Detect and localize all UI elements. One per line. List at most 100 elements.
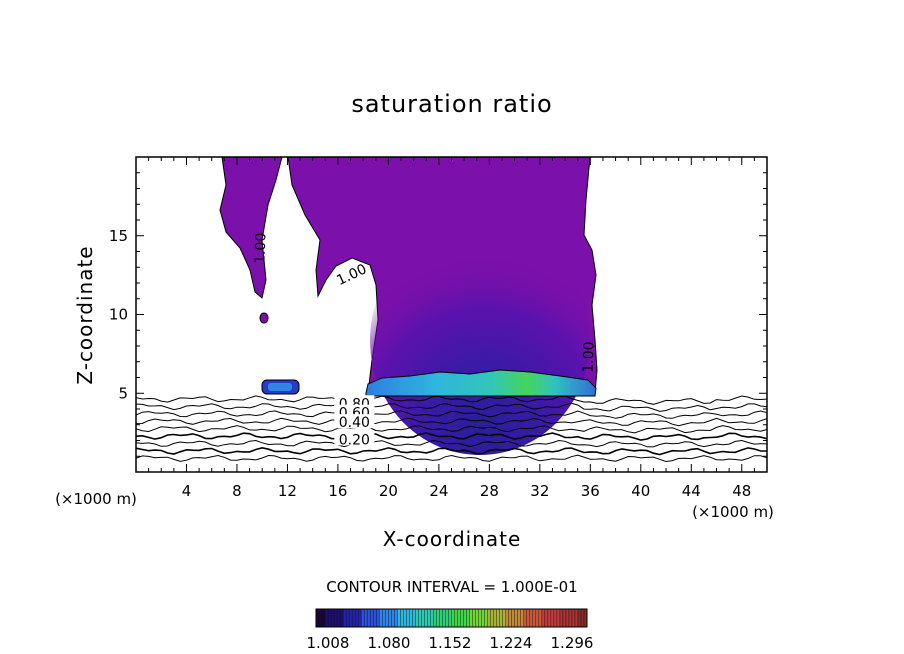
colorbar-swatch	[553, 609, 558, 627]
colorbar-swatch	[424, 609, 428, 627]
colorbar-swatch	[547, 609, 552, 627]
colorbar-swatch	[508, 609, 513, 627]
x-tick-label: 24	[429, 482, 448, 500]
colorbar-swatch	[523, 609, 528, 627]
colorbar-swatch	[412, 609, 416, 627]
colorbar-swatch	[583, 609, 588, 627]
colorbar-swatch	[421, 609, 425, 627]
colorbar-tick-label: 1.296	[551, 634, 594, 652]
y-tick-label: 15	[109, 227, 128, 245]
colorbar-swatch	[529, 609, 534, 627]
colorbar-swatch	[550, 609, 555, 627]
contour-line	[136, 410, 767, 419]
colorbar-swatch	[445, 609, 449, 627]
colorbar-swatch	[403, 609, 407, 627]
x-axis-label: X-coordinate	[383, 527, 522, 551]
colorbar-swatch	[400, 609, 404, 627]
colorbar-tick-label: 1.224	[490, 634, 533, 652]
x-unit-left: (×1000 m)	[55, 490, 137, 508]
contour-label-group: 1.00	[581, 341, 598, 373]
contour-line	[136, 425, 767, 434]
colorbar-swatch	[541, 609, 546, 627]
x-unit-right: (×1000 m)	[692, 503, 774, 521]
colorbar-swatch	[337, 609, 341, 627]
colorbar-swatch	[511, 609, 516, 627]
supersat-pocket-small	[259, 312, 269, 324]
x-tick-label: 40	[631, 482, 650, 500]
x-tick-label: 8	[232, 482, 242, 500]
supersat-band	[365, 369, 597, 397]
colorbar-swatch	[454, 609, 458, 627]
contour-label: 0.20	[339, 433, 370, 449]
colorbar-swatch	[319, 609, 323, 627]
contour-line	[136, 439, 767, 448]
colorbar-swatch	[433, 609, 437, 627]
contour-line	[136, 395, 767, 405]
colorbar-swatch	[382, 609, 386, 627]
colorbar-swatch	[535, 609, 540, 627]
x-tick-label: 44	[682, 482, 701, 500]
colorbar-swatch	[394, 609, 398, 627]
colorbar-swatch	[466, 609, 470, 627]
colorbar-swatch	[391, 609, 395, 627]
colorbar-swatch	[526, 609, 531, 627]
colorbar-swatch	[577, 609, 582, 627]
colorbar-swatch	[415, 609, 419, 627]
colorbar-swatch	[475, 609, 479, 627]
x-tick-label: 48	[732, 482, 751, 500]
colorbar-swatch	[367, 609, 371, 627]
colorbar-swatch	[418, 609, 422, 627]
colorbar-tick-label: 1.080	[368, 634, 411, 652]
contour-label-group: 0.20	[334, 431, 375, 449]
colorbar-swatch	[556, 609, 561, 627]
colorbar-swatch	[505, 609, 510, 627]
contour-label-bg	[334, 431, 375, 446]
chart-title: saturation ratio	[351, 90, 552, 118]
colorbar-swatch	[472, 609, 476, 627]
contour-label: 0.40	[339, 415, 370, 431]
contour-label-bg	[334, 414, 375, 429]
colorbar-swatch	[544, 609, 549, 627]
colorbar-swatch	[451, 609, 455, 627]
colorbar-swatch	[376, 609, 380, 627]
colorbar-swatch	[538, 609, 543, 627]
y-axis-label: Z-coordinate	[73, 245, 97, 384]
colorbar-swatch	[580, 609, 585, 627]
colorbar-swatch	[517, 609, 522, 627]
y-axis: 5 10 15	[109, 172, 767, 457]
x-tick-label: 20	[379, 482, 398, 500]
colorbar-swatch	[439, 609, 443, 627]
colorbar-swatch	[487, 609, 492, 627]
x-tick-label: 4	[182, 482, 192, 500]
colorbar-swatch	[514, 609, 519, 627]
colorbar-swatch	[493, 609, 498, 627]
contour-label-group: 0.40	[334, 414, 375, 431]
supersat-pocket-cell-core	[268, 383, 292, 391]
colorbar-swatch	[364, 609, 368, 627]
contour-line	[136, 417, 767, 427]
contour-label: 1.00	[581, 341, 598, 373]
colorbar-swatch	[325, 609, 329, 627]
colorbar-swatch	[565, 609, 570, 627]
plume-core	[370, 225, 590, 455]
x-tick-label: 32	[530, 482, 549, 500]
colorbar-swatch	[346, 609, 350, 627]
colorbar-swatch	[571, 609, 576, 627]
colorbar-swatch	[469, 609, 473, 627]
contour-label: 1.00	[334, 261, 369, 289]
colorbar-swatch	[334, 609, 338, 627]
y-tick-label: 5	[118, 384, 128, 402]
colorbar-swatch	[370, 609, 374, 627]
colorbar-swatch	[385, 609, 389, 627]
colorbar-swatch	[568, 609, 573, 627]
contour-label-group: 1.00	[252, 232, 269, 264]
colorbar-swatch	[562, 609, 567, 627]
x-tick-label: 12	[278, 482, 297, 500]
colorbar-swatch	[463, 609, 467, 627]
colorbar-swatch	[478, 609, 483, 627]
colorbar-swatch	[430, 609, 434, 627]
colorbar-swatch	[328, 609, 332, 627]
colorbar-swatch	[379, 609, 383, 627]
x-tick-label: 28	[480, 482, 499, 500]
